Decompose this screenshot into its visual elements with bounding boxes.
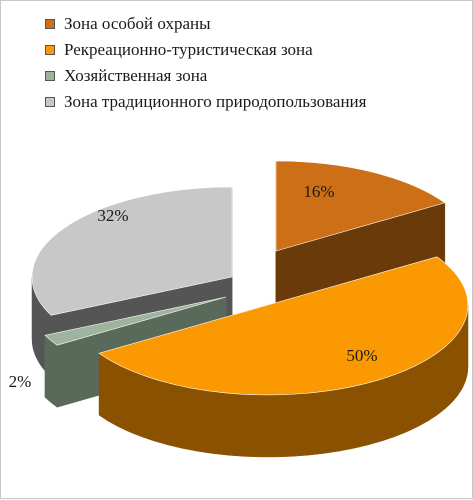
- legend-swatch-traditional-zone: [45, 97, 55, 107]
- legend-label-economic-zone: Хозяйственная зона: [64, 66, 208, 85]
- legend-label-protected-zone: Зона особой охраны: [64, 14, 211, 33]
- legend-swatch-economic-zone: [45, 71, 55, 81]
- legend-item-traditional-zone: Зона традиционного природопользования: [45, 89, 366, 115]
- data-label-recreation-zone: 50%: [346, 346, 377, 365]
- data-label-traditional-zone: 32%: [97, 206, 128, 225]
- legend-item-recreation-zone: Рекреационно-туристическая зона: [45, 37, 366, 63]
- legend-swatch-protected-zone: [45, 19, 55, 29]
- slice-side-economic-zone-0: [44, 334, 58, 408]
- slice-top-economic-zone: [44, 296, 227, 346]
- data-label-economic-zone: 2%: [9, 372, 32, 391]
- slice-top-traditional-zone: [31, 186, 233, 316]
- legend-label-traditional-zone: Зона традиционного природопользования: [64, 92, 367, 111]
- legend-label-recreation-zone: Рекреационно-туристическая зона: [64, 40, 313, 59]
- legend-item-economic-zone: Хозяйственная зона: [45, 63, 366, 89]
- slice-top-recreation-zone: [98, 256, 469, 396]
- legend-swatch-recreation-zone: [45, 45, 55, 55]
- chart-legend: Зона особой охраны Рекреационно-туристиче…: [45, 11, 366, 115]
- slice-top-protected-zone: [275, 160, 446, 252]
- data-label-protected-zone: 16%: [303, 182, 334, 201]
- pie-tops: [31, 160, 469, 396]
- legend-item-protected-zone: Зона особой охраны: [45, 11, 366, 37]
